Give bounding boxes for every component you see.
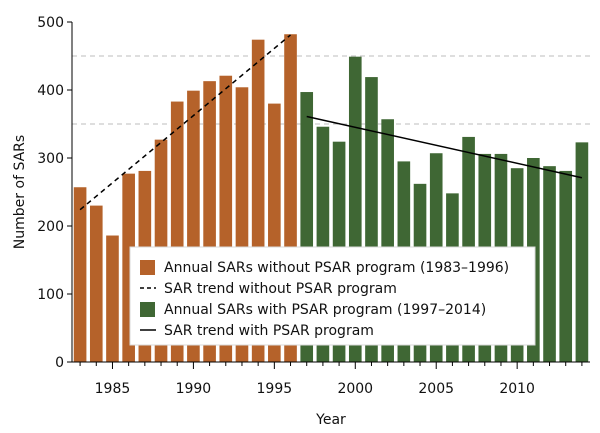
bar-1985 xyxy=(106,235,119,362)
legend-label-2: Annual SARs with PSAR program (1997–2014… xyxy=(164,302,486,318)
bar-1983 xyxy=(73,187,87,362)
y-tick-label-200: 200 xyxy=(37,219,64,235)
legend-label-3: SAR trend with PSAR program xyxy=(164,323,374,339)
x-tick-label-1985: 1985 xyxy=(95,381,131,397)
y-tick-label-0: 0 xyxy=(55,355,64,371)
bar-2013 xyxy=(559,170,573,362)
trend-lines xyxy=(79,34,583,211)
x-tick-label-1995: 1995 xyxy=(257,381,293,397)
bar-1984 xyxy=(89,205,103,362)
y-tick-label-300: 300 xyxy=(37,151,64,167)
axes: 0 100 200 300 400 500 1985 1990 1995 2000 2005 2010… xyxy=(12,15,590,428)
legend-box xyxy=(129,246,536,346)
y-axis-title: Number of SARs xyxy=(12,135,28,249)
trend-line-with-psar xyxy=(306,115,583,179)
x-tick-label-2005: 2005 xyxy=(418,381,454,397)
y-tick-label-100: 100 xyxy=(37,287,64,303)
x-tick-label-2010: 2010 xyxy=(499,381,535,397)
legend: Annual SARs without PSAR program (1983–1… xyxy=(129,246,536,346)
legend-swatch-0 xyxy=(140,260,155,275)
x-tick-label-1990: 1990 xyxy=(176,381,212,397)
y-tick-label-400: 400 xyxy=(37,83,64,99)
trend-line-without-psar xyxy=(79,34,292,211)
y-tick-label-500: 500 xyxy=(37,15,64,31)
bar-2012 xyxy=(543,166,556,362)
legend-label-0: Annual SARs without PSAR program (1983–1… xyxy=(164,260,509,276)
grid-lines xyxy=(72,55,590,125)
bar-2014 xyxy=(575,142,589,362)
legend-label-1: SAR trend without PSAR program xyxy=(164,281,397,297)
x-axis-title: Year xyxy=(315,412,346,428)
legend-swatch-2 xyxy=(140,302,155,317)
x-tick-label-2000: 2000 xyxy=(337,381,373,397)
